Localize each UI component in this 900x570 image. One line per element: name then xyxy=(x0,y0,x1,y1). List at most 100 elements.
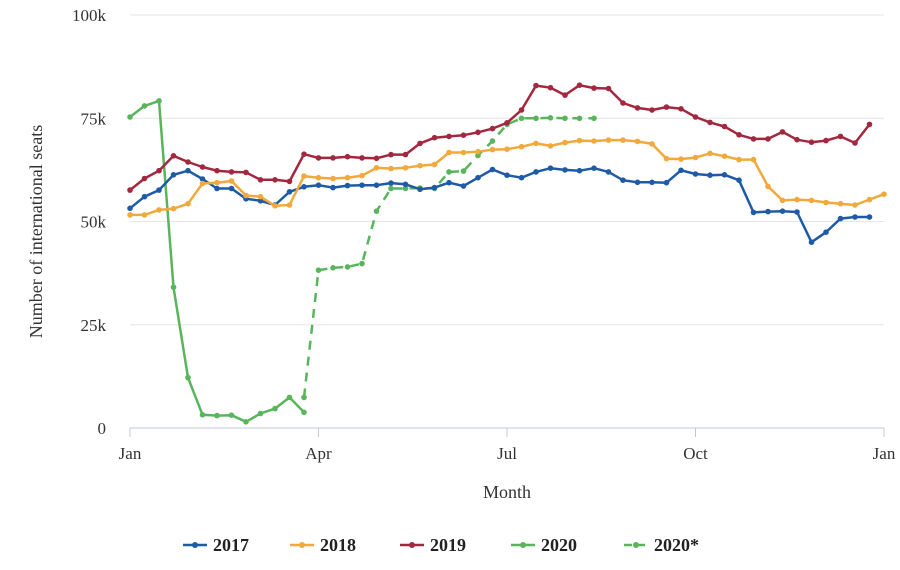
data-point xyxy=(214,412,220,419)
data-point xyxy=(866,214,873,220)
data-point xyxy=(243,192,249,199)
data-point xyxy=(808,197,815,204)
data-point xyxy=(228,185,235,192)
data-point xyxy=(185,374,191,381)
data-point xyxy=(156,207,162,213)
legend-marker xyxy=(520,542,526,548)
data-point xyxy=(417,186,423,193)
data-point xyxy=(750,156,757,163)
legend-item-2020[interactable]: 2020 xyxy=(511,535,577,555)
data-point xyxy=(359,182,365,188)
data-point xyxy=(257,410,264,417)
data-point xyxy=(431,161,438,168)
y-axis: 0 25k 50k 75k 100k xyxy=(72,6,107,438)
data-point xyxy=(533,140,539,147)
data-point xyxy=(301,394,307,401)
data-point xyxy=(301,173,307,179)
data-point xyxy=(315,267,322,274)
data-point xyxy=(170,205,177,212)
data-point xyxy=(765,183,771,190)
data-point xyxy=(170,153,177,159)
data-point xyxy=(808,139,815,145)
y-tick-label: 50k xyxy=(81,213,107,232)
data-point xyxy=(286,189,293,195)
legend-item-2020-star[interactable]: 2020* xyxy=(624,535,699,555)
data-point xyxy=(591,138,597,144)
data-point xyxy=(402,165,409,171)
data-point xyxy=(127,187,133,193)
data-point xyxy=(330,265,336,271)
data-point xyxy=(199,164,206,170)
data-point xyxy=(678,106,684,112)
data-point xyxy=(228,169,235,175)
data-point xyxy=(547,143,554,149)
series-line xyxy=(129,99,305,424)
data-point xyxy=(330,175,336,182)
data-point xyxy=(431,184,438,191)
data-point xyxy=(359,155,365,161)
data-point xyxy=(707,119,713,126)
data-point xyxy=(315,182,322,188)
data-point xyxy=(547,165,554,171)
data-point xyxy=(446,179,452,186)
data-point xyxy=(185,167,191,174)
x-axis: Jan Apr Jul Oct Jan xyxy=(119,427,896,463)
data-point xyxy=(605,137,612,143)
data-point xyxy=(634,138,641,145)
data-point xyxy=(286,178,293,185)
y-tick-label: 25k xyxy=(81,316,107,335)
data-point xyxy=(272,405,278,412)
data-point xyxy=(199,412,206,418)
data-point xyxy=(794,196,800,203)
series-line xyxy=(129,83,871,192)
data-point xyxy=(446,169,452,175)
series-2020-star xyxy=(301,115,597,401)
data-point xyxy=(243,169,249,176)
data-point xyxy=(431,134,438,141)
data-point xyxy=(504,120,510,126)
data-point xyxy=(286,202,293,208)
data-point xyxy=(576,82,583,88)
legend-item-2019[interactable]: 2019 xyxy=(400,535,466,555)
series-line xyxy=(302,116,594,398)
data-point xyxy=(301,151,307,157)
data-point xyxy=(460,132,467,138)
data-point xyxy=(141,103,148,109)
data-point xyxy=(576,115,583,122)
data-point xyxy=(127,212,133,218)
x-tick-label: Jul xyxy=(497,444,517,463)
series-lines xyxy=(127,82,887,425)
data-point xyxy=(649,141,655,147)
series-2017 xyxy=(127,165,873,245)
x-tick-label: Jan xyxy=(873,444,896,463)
y-tick-label: 75k xyxy=(81,109,107,128)
data-point xyxy=(518,115,525,122)
data-point xyxy=(663,179,670,186)
data-point xyxy=(214,167,220,174)
data-point xyxy=(620,137,626,143)
data-point xyxy=(547,115,554,121)
data-point xyxy=(765,208,771,215)
data-point xyxy=(214,185,220,192)
data-point xyxy=(489,125,496,132)
data-point xyxy=(591,115,597,122)
data-point xyxy=(257,193,264,200)
data-point xyxy=(750,209,757,216)
data-point xyxy=(170,284,177,291)
data-point xyxy=(315,174,322,181)
data-point xyxy=(576,167,583,174)
legend-item-2018[interactable]: 2018 xyxy=(290,535,356,555)
data-point xyxy=(823,229,829,235)
data-point xyxy=(852,140,858,146)
data-point xyxy=(881,191,887,197)
legend-marker xyxy=(299,542,305,548)
data-point xyxy=(649,179,655,186)
data-point xyxy=(562,167,568,173)
data-point xyxy=(837,133,844,140)
data-point xyxy=(663,155,670,162)
data-point xyxy=(533,115,539,122)
data-point xyxy=(576,137,583,144)
legend-item-2017[interactable]: 2017 xyxy=(183,535,249,555)
data-point xyxy=(736,132,742,138)
